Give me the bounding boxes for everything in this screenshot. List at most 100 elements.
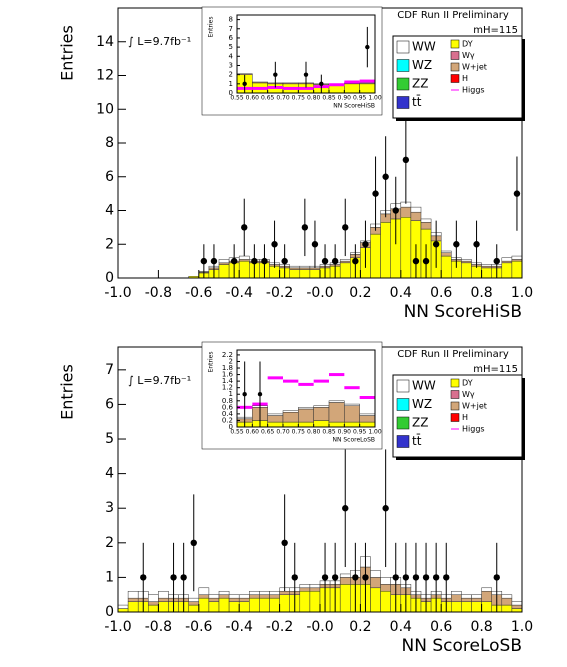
histogram-bar [344,421,360,428]
histogram-bar [289,265,301,269]
histogram-bar [451,590,462,595]
data-point [311,241,319,248]
histogram-bar [279,590,290,595]
data-point [140,574,147,581]
data-point [281,257,288,265]
histogram-bar [298,408,314,423]
histogram-bar [344,83,360,94]
histogram-bar [299,590,311,613]
histogram-bar [501,594,513,599]
histogram-bar [259,594,270,599]
data-point [513,190,521,197]
y-tick-label: 7 [105,362,114,378]
x-tick-label: 0.85 [322,429,336,436]
legend-marker [450,74,460,83]
y-axis-title: Entries [208,17,215,38]
data-point [432,574,440,581]
legend-marker [396,379,410,393]
histogram-bar [501,604,513,613]
x-tick-label: -1.0 [104,619,131,635]
legend-marker [396,416,410,430]
x-tick-label: 0.80 [307,95,321,102]
histogram-bar [228,597,240,602]
y-tick-label: 3 [105,500,114,516]
histogram-bar [269,265,280,279]
x-axis-title: NN ScoreHiSB [404,302,522,322]
histogram-bar [471,597,482,602]
legend-label: DY [462,379,473,388]
data-point [392,574,399,581]
data-point [422,257,430,265]
histogram-bar [218,597,230,613]
legend-marker [396,398,410,411]
legend-label: H [462,74,468,83]
histogram-bar [158,597,169,602]
lumi-label: ∫ L=9.7fb⁻¹ [128,35,191,48]
histogram-bar [148,601,159,606]
x-tick-label: 0.2 [349,285,371,301]
histogram-bar [259,590,270,595]
data-point [412,257,420,265]
histogram-bar [501,597,513,606]
x-tick-label: 1.0 [511,619,533,635]
histogram-bar [299,269,311,279]
data-point [352,257,359,265]
x-tick-label: 0.75 [292,95,306,102]
histogram-bar [501,260,513,264]
histogram-bar [218,594,230,599]
legend-marker [396,435,410,448]
data-point [242,81,247,87]
histogram-bar [461,259,472,262]
data-point [422,574,430,581]
legend-label: Wγ [462,51,475,60]
histogram-bar [440,250,452,253]
histogram-bar [289,269,301,279]
x-tick-label: -0.6 [185,285,212,301]
histogram-bar [148,604,159,613]
legend-label: Higgs [462,425,485,434]
x-tick-label: 1.00 [368,95,382,102]
x-tick-label: 0.65 [261,429,275,436]
data-point [362,574,369,581]
data-point [321,257,329,265]
data-point [342,224,349,231]
data-point [342,505,349,512]
y-tick-label: 0.6 [222,403,234,411]
histogram-bar [299,267,311,270]
y-tick-label: 5 [105,431,114,447]
data-point [190,539,197,547]
data-point [331,574,339,581]
legend-marker [450,390,460,399]
x-tick-label: 0.6 [430,619,452,635]
x-tick-label: -0.0 [306,285,333,301]
histogram-bar [440,255,452,279]
x-tick-label: 0.2 [349,619,371,635]
histogram-bar [461,260,472,264]
histogram-bar [339,577,351,585]
histogram-bar [188,597,200,602]
histogram-bar [461,601,472,613]
histogram-bar [148,594,159,602]
histogram-bar [249,597,260,613]
x-tick-label: 0.4 [390,619,412,635]
x-tick-label: 0.60 [246,429,260,436]
histogram-bar [410,211,422,221]
histogram-bar [471,594,482,599]
x-tick-label: -0.4 [226,619,253,635]
histogram-bar [218,262,230,265]
data-point [432,241,440,248]
legend-label: Wγ [462,390,475,399]
x-tick-label: 0.6 [430,285,452,301]
histogram-bar [501,262,513,279]
y-axis-title: Entries [208,352,215,373]
histogram-bar [282,421,299,428]
legend-label: ZZ [412,416,428,430]
y-tick-label: 0 [105,270,114,286]
histogram-bar [198,594,210,599]
data-point [473,241,480,248]
x-axis-title: NN ScoreHiSB [333,103,375,110]
histogram-bar [400,206,412,218]
data-point [402,574,410,581]
legend-label: WW [412,379,436,393]
legend-marker [450,401,460,411]
